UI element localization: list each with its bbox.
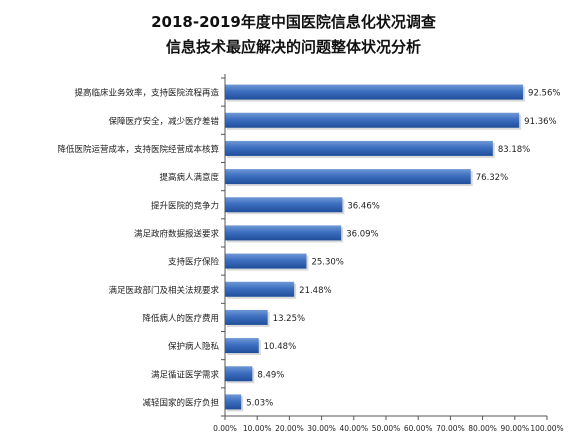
x-tick-label: 60.00% <box>404 424 433 433</box>
category-label: 减轻国家的医疗负担 <box>142 397 219 408</box>
x-tick-label: 30.00% <box>307 424 336 433</box>
x-tick-label: 20.00% <box>275 424 304 433</box>
bar <box>225 140 493 156</box>
value-label: 10.48% <box>264 342 296 352</box>
x-tick-label: 90.00% <box>500 424 529 433</box>
value-label: 83.18% <box>498 145 530 155</box>
category-label: 提升医院的竞争力 <box>151 200 219 211</box>
bar <box>225 112 520 128</box>
value-label: 91.36% <box>524 117 556 127</box>
category-label: 提高病人满意度 <box>159 172 219 183</box>
bars-group: 提高临床业务效率，支持医院流程再造 92.56% 保障医疗安全，减少医疗差错 91.3… <box>57 84 560 412</box>
bar <box>225 253 307 269</box>
value-label: 36.46% <box>347 201 379 211</box>
axis-group: 0.00% 10.00% 20.00% 30.00% 40.00% 50.00% 60.00… <box>213 74 564 433</box>
chart-title: 2018-2019年度中国医院信息化状况调查 <box>151 13 436 31</box>
x-tick-label: 10.00% <box>243 424 272 433</box>
value-label: 5.03% <box>246 398 273 408</box>
x-tick-label: 100.00% <box>530 424 563 433</box>
bar <box>225 309 268 325</box>
category-label: 降低病人的医疗费用 <box>142 313 219 324</box>
bar <box>225 197 343 213</box>
value-label: 21.48% <box>299 286 331 296</box>
chart-subtitle: 信息技术最应解决的问题整体状况分析 <box>165 38 421 56</box>
bar <box>225 394 242 410</box>
x-tick-label: 70.00% <box>436 424 465 433</box>
x-tick-label: 0.00% <box>213 424 237 433</box>
bar <box>225 338 259 354</box>
category-label: 满足政府数据报送要求 <box>134 228 220 239</box>
value-label: 92.56% <box>528 89 560 99</box>
value-label: 13.25% <box>273 314 305 324</box>
x-tick-label: 80.00% <box>468 424 497 433</box>
bar <box>225 366 253 382</box>
value-label: 76.32% <box>476 173 508 183</box>
x-tick-label: 50.00% <box>372 424 401 433</box>
bar <box>225 169 471 185</box>
category-label: 支持医疗保险 <box>168 257 220 268</box>
category-label: 降低医院运营成本，支持医院经营成本核算 <box>57 144 219 155</box>
category-label: 满足医政部门及相关法规要求 <box>108 285 219 296</box>
bar <box>225 225 342 241</box>
category-label: 提高临床业务效率，支持医院流程再造 <box>74 88 219 99</box>
x-tick-label: 40.00% <box>339 424 368 433</box>
value-label: 8.49% <box>257 370 284 380</box>
bar <box>225 84 524 100</box>
category-label: 满足循证医学需求 <box>151 369 220 380</box>
value-label: 25.30% <box>311 258 343 268</box>
category-label: 保护病人隐私 <box>168 341 220 352</box>
value-label: 36.09% <box>346 229 378 239</box>
category-label: 保障医疗安全，减少医疗差错 <box>108 116 219 127</box>
bar <box>225 281 295 297</box>
